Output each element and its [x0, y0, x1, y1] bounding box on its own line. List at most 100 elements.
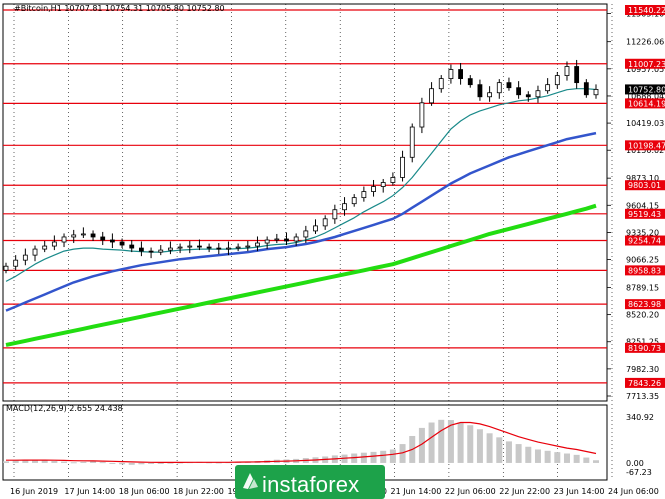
macd-histogram-bar: [351, 453, 358, 463]
current-price-tag: [625, 84, 665, 95]
watermark: instaforex: [262, 472, 360, 497]
level-tag: [625, 265, 665, 276]
candle-body: [235, 246, 241, 249]
macd-histogram-bar: [476, 429, 483, 463]
macd-histogram-bar: [515, 444, 522, 463]
macd-label: MACD(12,26,9) 2.655 24.438: [6, 404, 123, 413]
macd-histogram-bar: [90, 461, 97, 463]
watermark-band: [235, 465, 385, 499]
macd-histogram-bar: [360, 452, 367, 463]
y-tick-label: 7713.35: [626, 392, 659, 401]
level-tag-label: 9254.74: [628, 237, 661, 246]
level-tag-label: 10198.47: [628, 141, 665, 150]
candle-body: [216, 247, 222, 250]
candle-body: [129, 244, 135, 249]
macd-histogram-bar: [544, 450, 551, 463]
y-tick-label: 10419.03: [626, 119, 664, 128]
macd-histogram-bar: [148, 462, 155, 464]
candle-body: [467, 78, 473, 86]
candle-body: [409, 126, 415, 158]
level-tag: [625, 58, 665, 69]
x-tick-label: 18 Jun 06:00: [119, 487, 170, 496]
instaforex-logo-icon: [240, 470, 260, 496]
ema-fast-line: [5, 88, 597, 282]
candle-body: [61, 236, 67, 243]
candle-body: [22, 254, 28, 261]
candle-body: [100, 236, 106, 241]
x-tick-label: 22 Jun 22:00: [499, 487, 550, 496]
candle-body: [71, 234, 77, 238]
candle-body: [361, 191, 367, 199]
y-tick-label: 9335.20: [626, 228, 659, 237]
candle-body: [293, 236, 299, 242]
y-tick-label: 8789.15: [626, 283, 659, 292]
candle-body: [303, 230, 309, 238]
x-tick-label: 22 Jun 06:00: [445, 487, 496, 496]
macd-histogram-bar: [486, 433, 493, 463]
y-tick-label: 8520.20: [626, 311, 659, 320]
candle-body: [506, 82, 512, 89]
macd-histogram-bar: [563, 453, 570, 463]
macd-histogram-bar: [80, 461, 87, 463]
macd-histogram-bar: [554, 452, 561, 463]
price-levels: [3, 9, 607, 384]
x-tick-label: 23 Jun 14:00: [554, 487, 605, 496]
macd-histogram-bar: [128, 462, 135, 465]
candle-body: [419, 102, 425, 128]
level-tag-label: 9519.43: [628, 210, 661, 219]
macd-histogram-bar: [438, 419, 445, 463]
candle-body: [516, 87, 522, 96]
level-tag-label: 8958.83: [628, 266, 661, 275]
candle-body: [284, 238, 289, 242]
x-tick-label: 18 Jun 22:00: [173, 487, 224, 496]
main-chart-frame: [2, 3, 608, 481]
candle-body: [197, 245, 202, 248]
macd-histogram-bar: [12, 460, 19, 463]
level-tag: [625, 140, 665, 151]
macd-histogram-bar: [380, 450, 387, 463]
macd-histogram-bar: [428, 422, 435, 463]
candle-body: [564, 66, 570, 76]
candle-body: [458, 69, 463, 80]
candle-body: [332, 209, 338, 220]
candle-body: [487, 92, 493, 98]
grid: [13, 4, 613, 480]
chart-title: #Bitcoin,H1 10707.81 10754.31 10705.80 1…: [14, 4, 225, 13]
candle-body: [90, 233, 96, 238]
candle-body: [322, 218, 328, 227]
candle-body: [139, 247, 144, 252]
level-tag-label: 7843.26: [628, 379, 661, 388]
level-tag: [625, 208, 665, 219]
level-tag-label: 11540.22: [628, 6, 665, 15]
candle-body: [342, 203, 347, 211]
candle-body: [554, 75, 560, 86]
macd-histogram-bar: [573, 454, 580, 463]
candle-body: [390, 177, 396, 183]
candle-body: [400, 156, 405, 178]
candle-body: [32, 248, 38, 256]
y-tick-label: 10688.04: [626, 92, 664, 101]
candle-body: [496, 82, 502, 94]
x-tick-label: 17 Jun 14:00: [64, 487, 115, 496]
level-tag-label: 8623.98: [628, 300, 661, 309]
macd-histogram-bar: [109, 462, 116, 464]
candle-body: [206, 246, 212, 249]
candle-body: [177, 246, 183, 249]
macd-histogram-bar: [505, 441, 512, 463]
macd-histogram-bar: [418, 427, 425, 463]
candle-body: [429, 88, 434, 104]
macd-histogram-bar: [457, 422, 464, 463]
macd-histogram-bar: [51, 460, 58, 463]
macd-signal-line: [6, 421, 597, 463]
macd-histogram-bar: [32, 459, 39, 463]
y-tick-label: 9066.25: [626, 256, 659, 265]
candle-body: [380, 182, 386, 187]
y-tick-label: 9604.15: [626, 201, 659, 210]
moving-averages: [5, 88, 597, 347]
level-tag: [625, 377, 665, 388]
macd-histogram-bar: [99, 462, 106, 464]
candle-body: [313, 225, 318, 232]
macd-histogram-bar: [389, 449, 396, 463]
candle-body: [545, 84, 551, 92]
